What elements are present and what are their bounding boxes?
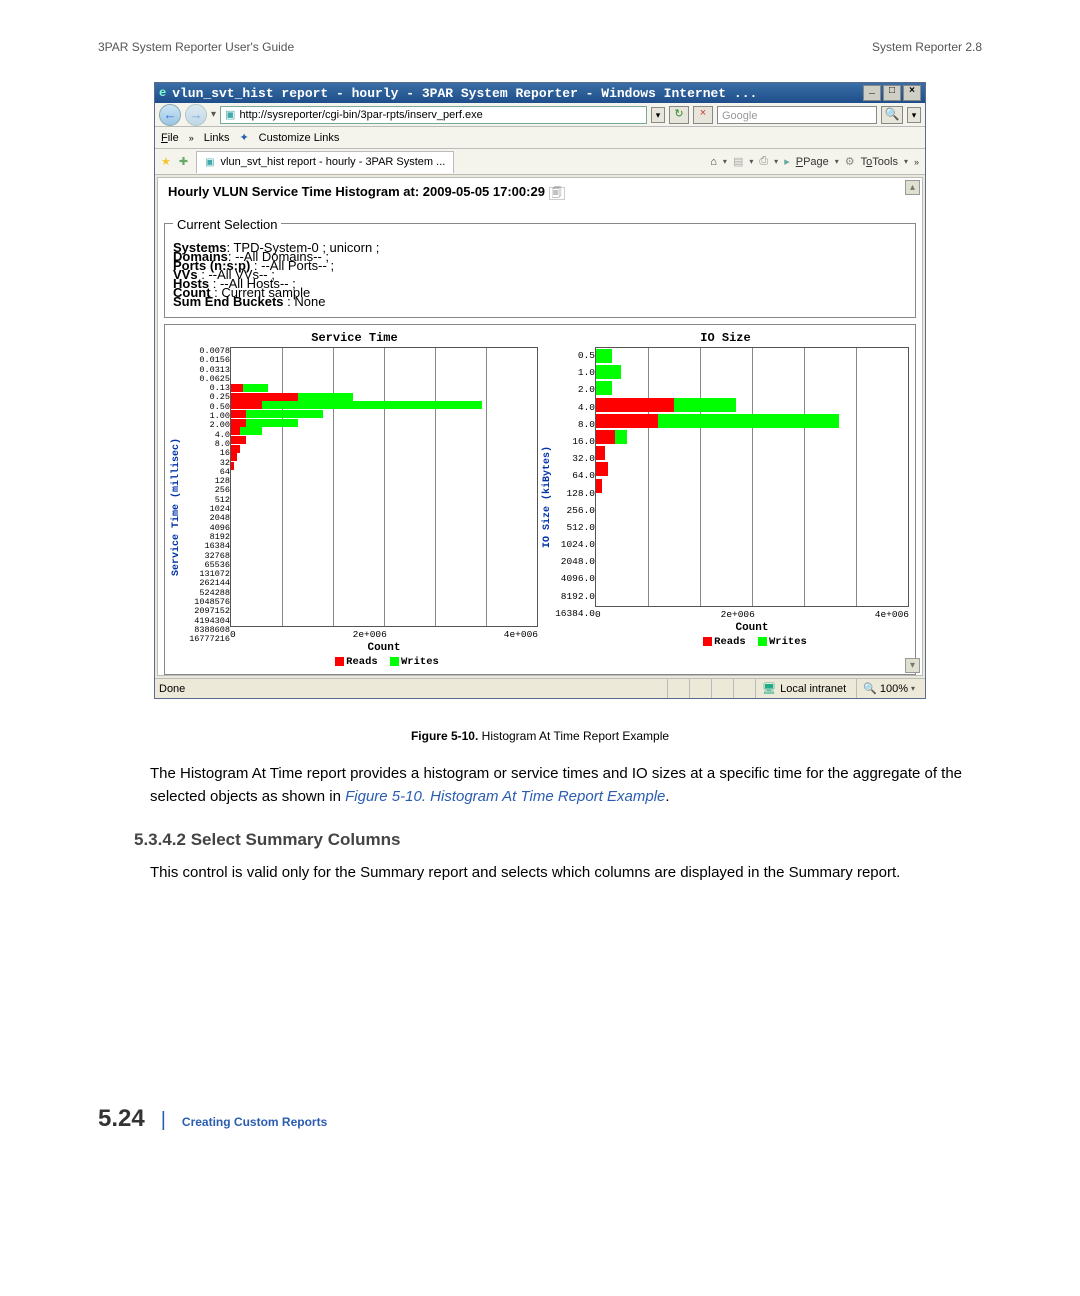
page-header: 3PAR System Reporter User's Guide System… — [98, 40, 982, 54]
service-time-chart: Service Time Service Time (millisec) 0.0… — [171, 331, 538, 668]
chart2-y-labels: 0.51.02.04.08.016.032.064.0128.0256.0512… — [553, 347, 595, 648]
tab-icon: ▣ — [205, 157, 214, 168]
tabs-bar: ★ ✚ ▣ vlun_svt_hist report - hourly - 3P… — [155, 149, 925, 175]
page-menu[interactable]: PPage — [796, 156, 829, 168]
page-number: 5.24 — [98, 1105, 145, 1133]
ie-icon: e — [159, 86, 166, 100]
figure-link[interactable]: Figure 5-10. Histogram At Time Report Ex… — [345, 788, 665, 805]
history-dropdown-icon[interactable]: ▾ — [211, 109, 216, 120]
legend-read-swatch — [335, 657, 344, 666]
maximize-button[interactable]: □ — [883, 85, 901, 101]
chart2-x-labels: 02e+0064e+006 — [595, 607, 909, 622]
header-left: 3PAR System Reporter User's Guide — [98, 40, 294, 54]
status-zone: 🖥 Local intranet — [755, 679, 852, 698]
add-favorite-icon[interactable]: ✚ — [179, 155, 188, 168]
links-label: Links — [204, 132, 230, 144]
chart2-yaxis-label: IO Size (kiBytes) — [542, 446, 553, 548]
browser-window: e vlun_svt_hist report - hourly - 3PAR S… — [154, 82, 926, 699]
browser-content: ▴ Hourly VLUN Service Time Histogram at:… — [157, 177, 923, 676]
legend-write-swatch — [390, 657, 399, 666]
chart2-legend: Reads Writes — [595, 636, 909, 648]
scroll-up-icon[interactable]: ▴ — [905, 180, 920, 195]
close-button[interactable]: × — [903, 85, 921, 101]
file-menu[interactable]: File — [161, 132, 179, 144]
page-icon: ▣ — [225, 108, 235, 121]
export-icon[interactable]: 🗐 — [549, 187, 565, 200]
back-button[interactable]: ← — [159, 104, 181, 126]
chart1-y-labels: 0.00780.01560.03130.06250.130.250.501.00… — [182, 347, 230, 668]
paragraph-1: The Histogram At Time report provides a … — [150, 763, 982, 808]
selection-line: Sum End Buckets : None — [173, 294, 907, 309]
search-dropdown[interactable]: ▾ — [907, 107, 921, 123]
status-bar: Done 🖥 Local intranet 🔍 100% ▾ — [155, 678, 925, 698]
section-name: Creating Custom Reports — [182, 1115, 327, 1129]
selection-legend: Current Selection — [173, 217, 281, 232]
page-menu-icon[interactable]: ▸ — [784, 155, 790, 168]
address-bar: ← → ▾ ▣ http://sysreporter/cgi-bin/3par-… — [155, 103, 925, 127]
selection-fieldset: Current Selection Systems: TPD-System-0 … — [164, 223, 916, 318]
page-footer: 5.24 | Creating Custom Reports — [98, 1105, 982, 1133]
scroll-down-icon[interactable]: ▾ — [905, 658, 920, 673]
charts-area: Service Time Service Time (millisec) 0.0… — [164, 324, 916, 675]
window-title: vlun_svt_hist report - hourly - 3PAR Sys… — [172, 86, 863, 101]
links-icon: ✦ — [239, 131, 248, 144]
legend-read-swatch — [703, 637, 712, 646]
figure-caption: Figure 5-10. Histogram At Time Report Ex… — [98, 729, 982, 743]
section-heading: 5.3.4.2 Select Summary Columns — [134, 830, 982, 850]
zoom-icon: 🔍 — [863, 682, 877, 695]
paragraph-2: This control is valid only for the Summa… — [150, 862, 982, 885]
refresh-button[interactable]: ↻ — [669, 106, 689, 124]
chart1-legend: Reads Writes — [230, 656, 538, 668]
print-icon[interactable]: ⎙ — [759, 155, 768, 168]
favorites-icon[interactable]: ★ — [161, 155, 171, 168]
window-titlebar: e vlun_svt_hist report - hourly - 3PAR S… — [155, 83, 925, 103]
home-icon[interactable]: ⌂ — [710, 156, 717, 168]
chart2-plot — [595, 347, 909, 607]
customize-links[interactable]: Customize Links — [259, 132, 340, 144]
search-field[interactable]: Google — [717, 106, 877, 124]
forward-button[interactable]: → — [185, 104, 207, 126]
chart1-yaxis-label: Service Time (millisec) — [171, 438, 182, 576]
url-text: http://sysreporter/cgi-bin/3par-rpts/ins… — [239, 109, 482, 121]
zone-icon: 🖥 — [762, 682, 776, 695]
chart2-xtitle: Count — [595, 622, 909, 634]
tools-menu-icon[interactable]: ⚙ — [845, 155, 855, 168]
feeds-icon[interactable]: ▤ — [733, 155, 743, 168]
tab-label: vlun_svt_hist report - hourly - 3PAR Sys… — [221, 156, 446, 168]
status-done: Done — [159, 683, 185, 695]
tools-menu[interactable]: ToTools — [861, 156, 898, 168]
chart1-plot — [230, 347, 538, 627]
header-right: System Reporter 2.8 — [872, 40, 982, 54]
chart1-x-labels: 02e+0064e+006 — [230, 627, 538, 642]
legend-write-swatch — [758, 637, 767, 646]
browser-tab[interactable]: ▣ vlun_svt_hist report - hourly - 3PAR S… — [196, 151, 454, 173]
chart2-title: IO Size — [542, 331, 909, 345]
url-field[interactable]: ▣ http://sysreporter/cgi-bin/3par-rpts/i… — [220, 106, 647, 124]
minimize-button[interactable]: _ — [863, 85, 881, 101]
stop-button[interactable]: × — [693, 106, 713, 124]
report-title: Hourly VLUN Service Time Histogram at: 2… — [168, 184, 916, 203]
links-bar: File » Links ✦ Customize Links — [155, 127, 925, 149]
io-size-chart: IO Size IO Size (kiBytes) 0.51.02.04.08.… — [542, 331, 909, 668]
chart1-title: Service Time — [171, 331, 538, 345]
chart1-xtitle: Count — [230, 642, 538, 654]
search-button[interactable]: 🔍 — [881, 106, 903, 124]
url-dropdown[interactable]: ▾ — [651, 107, 665, 123]
status-zoom[interactable]: 🔍 100% ▾ — [856, 679, 921, 698]
